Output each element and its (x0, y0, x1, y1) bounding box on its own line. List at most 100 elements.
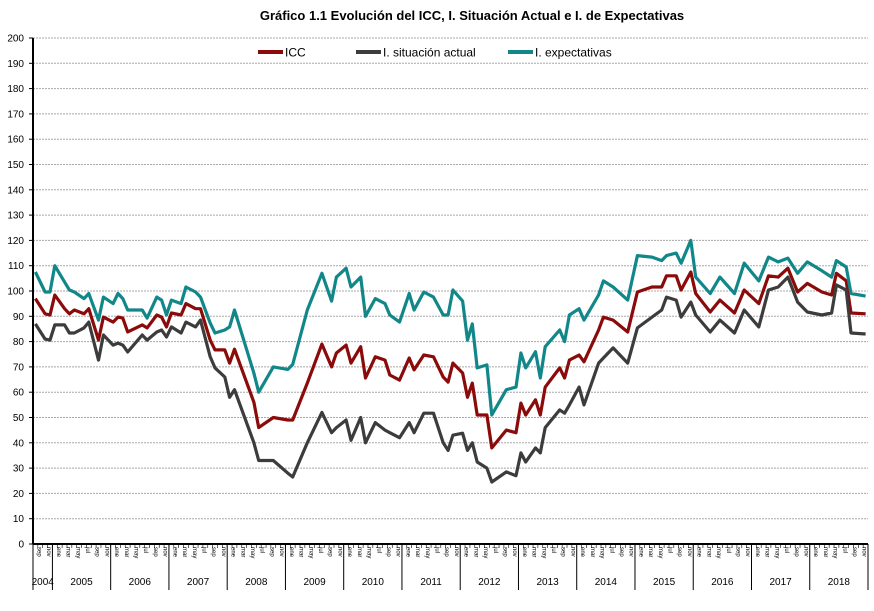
month-tick-label: mar (705, 547, 711, 557)
y-tick-label: 10 (13, 514, 25, 525)
month-tick-label: jul (317, 546, 323, 553)
month-tick-label: sep (94, 547, 100, 557)
month-tick-label: mar (589, 547, 595, 557)
month-tick-label: ene (346, 547, 352, 558)
month-tick-label: jul (375, 546, 381, 553)
month-tick-label: jul (725, 546, 731, 553)
year-label: 2005 (70, 577, 93, 588)
month-tick-label: sep (385, 547, 391, 557)
month-tick-label: nov (861, 547, 867, 557)
y-tick-label: 60 (13, 388, 25, 399)
y-tick-label: 170 (7, 109, 24, 120)
year-label: 2009 (303, 577, 326, 588)
month-tick-label: ene (754, 547, 760, 558)
month-tick-label: nov (802, 547, 808, 557)
series-lines (33, 238, 866, 484)
month-tick-label: jul (667, 546, 673, 553)
month-tick-label: nov (220, 547, 226, 557)
year-label: 2014 (595, 577, 618, 588)
month-tick-label: sep (327, 547, 333, 557)
month-tick-label: sep (618, 547, 624, 557)
month-tick-label: nov (628, 547, 634, 557)
month-tick-label: may (191, 547, 197, 558)
year-label: 2015 (653, 577, 676, 588)
month-tick-label: sep (793, 547, 799, 557)
year-label: 2018 (828, 577, 851, 588)
month-tick-label: ene (288, 547, 294, 558)
month-tick-label: jul (200, 546, 206, 553)
month-tick-label: ene (463, 547, 469, 558)
month-tick-label: nov (686, 547, 692, 557)
y-tick-label: 100 (7, 287, 24, 298)
chart-title: Gráfico 1.1 Evolución del ICC, I. Situac… (260, 8, 684, 23)
month-tick-label: nov (453, 547, 459, 557)
series-line-icc (34, 266, 866, 450)
month-tick-label: nov (336, 547, 342, 557)
month-tick-label: nov (45, 547, 51, 557)
year-label: 2016 (711, 577, 734, 588)
month-tick-label: nov (511, 547, 517, 557)
month-tick-label: nov (278, 547, 284, 557)
month-tick-label: nov (744, 547, 750, 557)
y-tick-label: 20 (13, 489, 25, 500)
month-tick-label: jul (259, 546, 265, 553)
legend: ICC I. situación actual I. expectativas (258, 46, 612, 60)
month-tick-label: mar (356, 547, 362, 557)
y-tick-label: 180 (7, 84, 24, 95)
month-tick-label: sep (734, 547, 740, 557)
month-tick-label: may (133, 547, 139, 558)
legend-item: I. situación actual (356, 46, 476, 60)
month-tick-label: sep (443, 547, 449, 557)
month-tick-label: jul (434, 546, 440, 553)
month-tick-label: mar (298, 547, 304, 557)
month-tick-label: may (715, 547, 721, 558)
year-label: 2004 (32, 577, 55, 588)
year-label: 2010 (362, 577, 385, 588)
month-tick-label: mar (181, 547, 187, 557)
year-label: 2006 (129, 577, 152, 588)
month-tick-label: mar (65, 547, 71, 557)
month-tick-label: sep (560, 547, 566, 557)
month-tick-label: jul (841, 546, 847, 553)
y-tick-label: 50 (13, 413, 25, 424)
series-line-expectativas (33, 238, 866, 417)
legend-item: I. expectativas (508, 46, 612, 60)
month-tick-label: sep (210, 547, 216, 557)
y-tick-label: 190 (7, 59, 24, 70)
month-tick-label: ene (55, 547, 61, 558)
month-tick-label: mar (531, 547, 537, 557)
month-tick-label: may (540, 547, 546, 558)
legend-item: ICC (258, 46, 306, 60)
y-axis: 0 10 20 30 40 50 60 70 80 90 100 110 120 130 140 150 160… (7, 34, 34, 551)
month-tick-label: may (832, 547, 838, 558)
month-tick-label: ene (171, 547, 177, 558)
month-tick-label: ene (521, 547, 527, 558)
month-tick-label: jul (84, 546, 90, 553)
y-tick-label: 40 (13, 438, 25, 449)
month-tick-label: sep (35, 547, 41, 557)
y-tick-label: 140 (7, 185, 24, 196)
year-label: 2012 (478, 577, 501, 588)
y-tick-label: 120 (7, 236, 24, 247)
month-tick-label: may (249, 547, 255, 558)
month-tick-label: ene (404, 547, 410, 558)
y-tick-label: 80 (13, 337, 25, 348)
legend-label: ICC (285, 46, 306, 60)
y-tick-label: 110 (8, 261, 24, 272)
month-tick-label: jul (142, 546, 148, 553)
y-tick-label: 150 (7, 160, 24, 171)
month-tick-label: ene (637, 547, 643, 558)
month-tick-label: may (424, 547, 430, 558)
month-tick-label: sep (268, 547, 274, 557)
month-tick-label: may (74, 547, 80, 558)
month-tick-label: sep (152, 547, 158, 557)
y-tick-label: 0 (18, 540, 24, 551)
month-tick-label: may (657, 547, 663, 558)
y-tick-label: 130 (7, 211, 24, 222)
month-tick-label: may (482, 547, 488, 558)
month-tick-label: mar (239, 547, 245, 557)
year-label: 2008 (245, 577, 268, 588)
year-label: 2007 (187, 577, 210, 588)
y-tick-label: 70 (13, 362, 25, 373)
year-label: 2013 (536, 577, 559, 588)
